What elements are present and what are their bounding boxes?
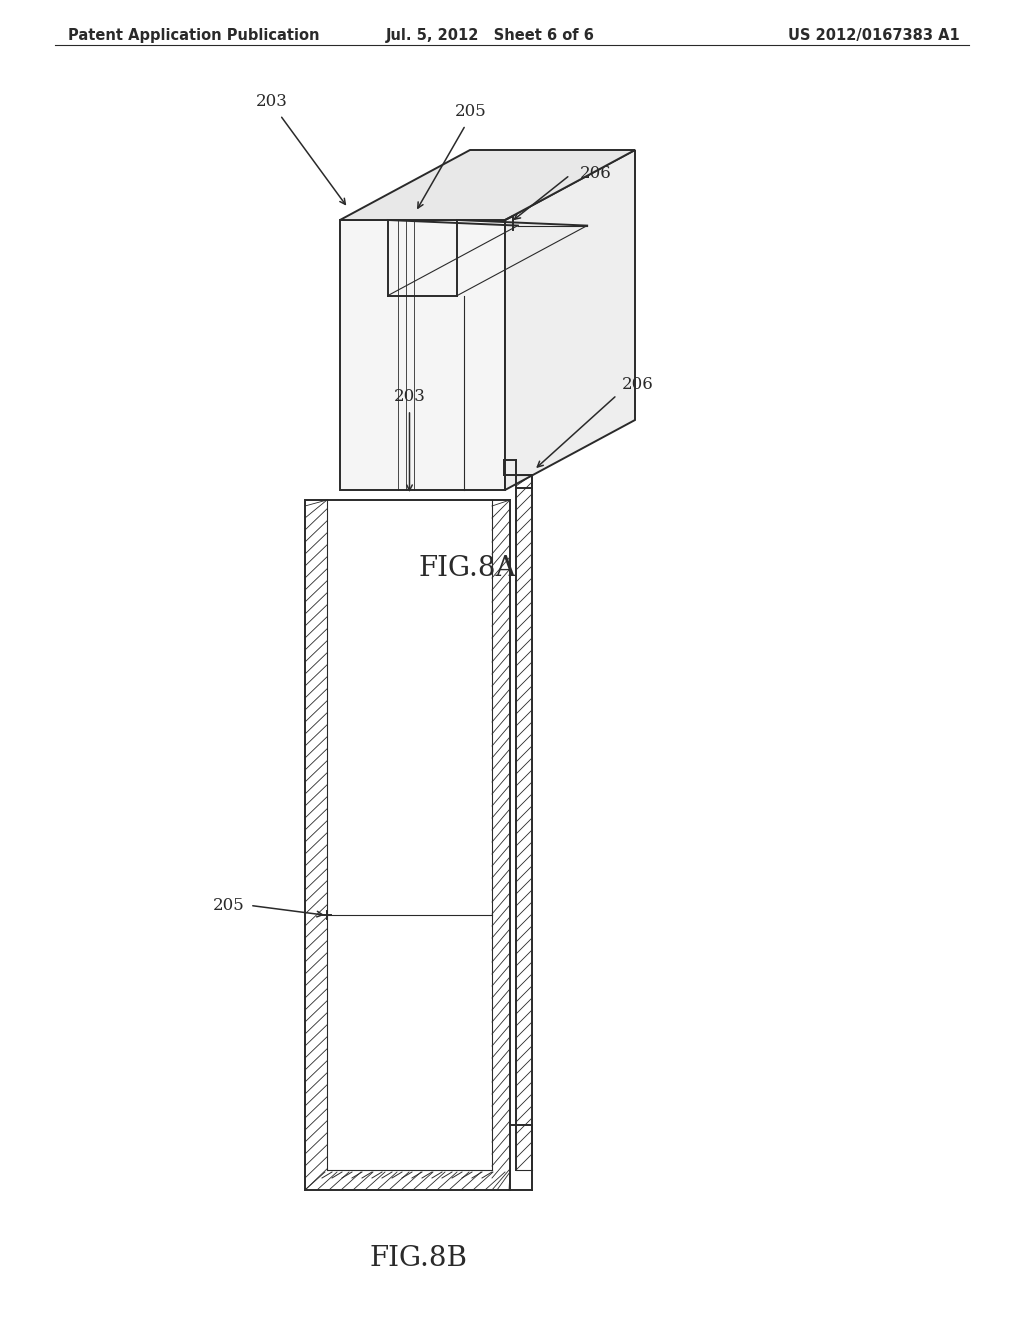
Polygon shape (305, 500, 510, 1191)
Text: 203: 203 (256, 92, 288, 110)
Text: Jul. 5, 2012   Sheet 6 of 6: Jul. 5, 2012 Sheet 6 of 6 (386, 28, 595, 44)
Polygon shape (340, 150, 635, 220)
Text: 205: 205 (455, 103, 486, 120)
Polygon shape (505, 150, 635, 490)
Text: FIG.8A: FIG.8A (419, 554, 516, 582)
Text: 206: 206 (622, 376, 653, 393)
Text: US 2012/0167383 A1: US 2012/0167383 A1 (788, 28, 961, 44)
Text: 203: 203 (393, 388, 425, 405)
Text: FIG.8B: FIG.8B (370, 1245, 468, 1272)
Text: 206: 206 (580, 165, 611, 181)
Text: Patent Application Publication: Patent Application Publication (68, 28, 319, 44)
Polygon shape (340, 220, 505, 490)
Text: 205: 205 (213, 896, 245, 913)
